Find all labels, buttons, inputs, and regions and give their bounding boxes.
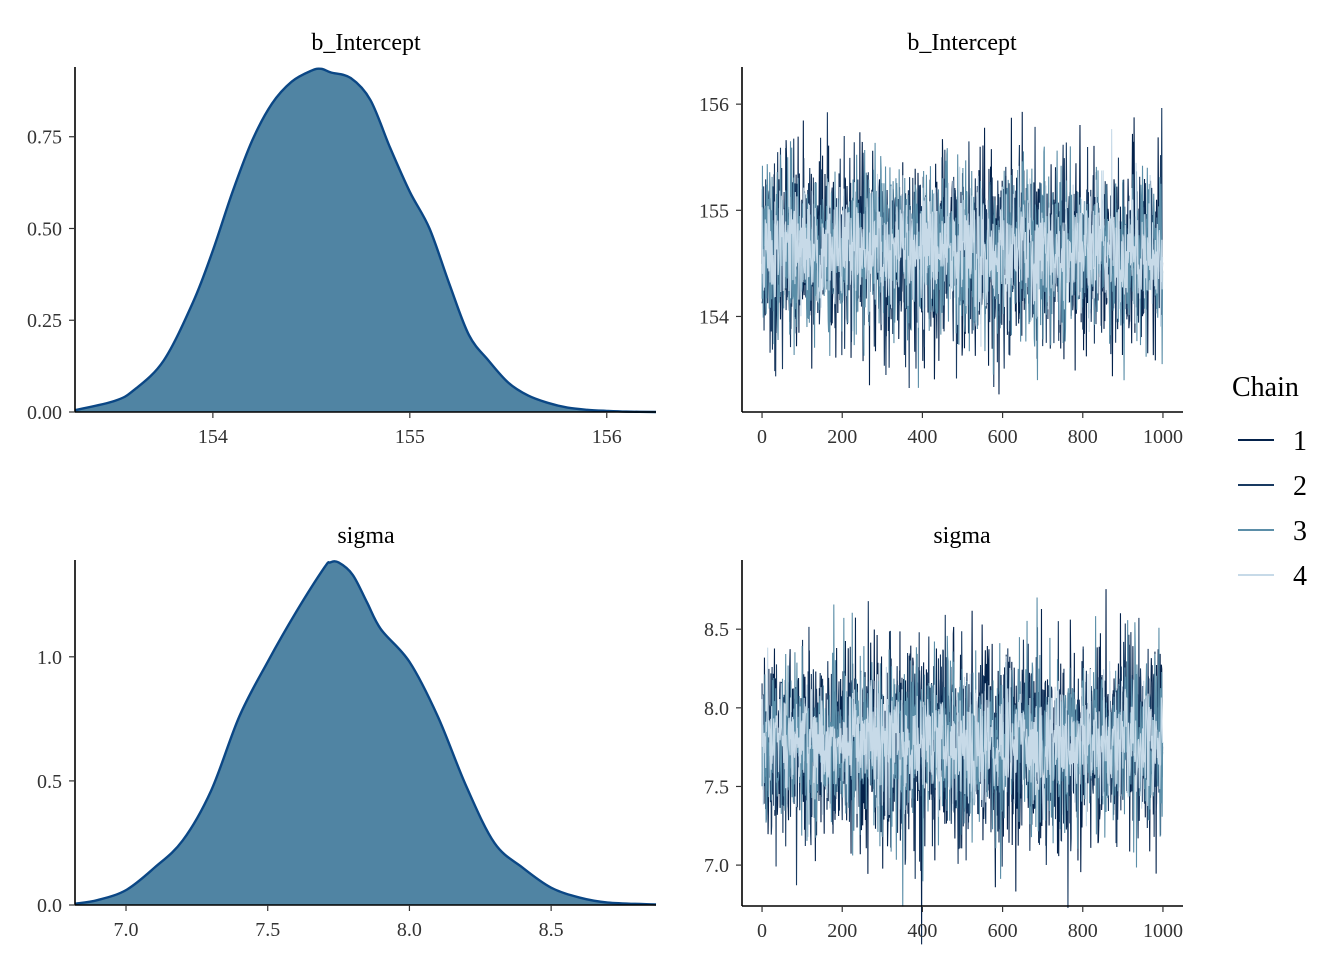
- strip-title: sigma: [337, 523, 395, 549]
- strip-title: b_Intercept: [311, 30, 421, 56]
- x-tick-label: 0: [757, 426, 767, 448]
- x-tick-label: 1000: [1143, 920, 1183, 942]
- legend-label-chain-4: 4: [1293, 561, 1307, 592]
- x-tick-label: 600: [988, 920, 1018, 942]
- y-tick-label: 154: [699, 306, 729, 328]
- y-tick-label: 1.0: [37, 647, 62, 669]
- x-tick-label: 0: [757, 920, 767, 942]
- legend-label-chain-2: 2: [1293, 471, 1307, 502]
- y-tick-label: 0.00: [27, 402, 62, 424]
- y-tick-label: 0.25: [27, 310, 62, 332]
- y-tick-label: 0.0: [37, 895, 62, 917]
- x-tick-label: 200: [827, 426, 857, 448]
- trace-panel-sigma: sigma 0 200 400 600 800 1000 7.0 7.5 8.0 8.5: [704, 523, 1183, 945]
- legend-label-chain-1: 1: [1293, 426, 1307, 457]
- x-tick-label: 800: [1068, 920, 1098, 942]
- x-tick-label: 7.5: [255, 919, 280, 941]
- y-tick-label: 7.5: [704, 776, 729, 798]
- x-tick-label: 400: [907, 920, 937, 942]
- y-tick-label: 156: [699, 94, 729, 116]
- trace-line-chain-3: [761, 597, 1164, 907]
- density-panel-b-intercept: b_Intercept 154 155 156 0.00 0.25 0.50 0.75: [27, 30, 657, 448]
- density-curve: [74, 560, 657, 906]
- density-area: [75, 561, 656, 905]
- x-tick-label: 8.5: [539, 919, 564, 941]
- y-tick-label: 0.50: [27, 218, 62, 240]
- x-tick-label: 800: [1068, 426, 1098, 448]
- x-tick-label: 400: [907, 426, 937, 448]
- y-tick-label: 8.0: [704, 698, 729, 720]
- legend-title: Chain: [1232, 372, 1299, 403]
- trace-line-chain-4: [761, 647, 1164, 837]
- x-tick-label: 156: [592, 426, 622, 448]
- x-tick-label: 1000: [1143, 426, 1183, 448]
- x-tick-label: 7.0: [114, 919, 139, 941]
- density-curve: [74, 67, 657, 414]
- trace-panel-b-intercept: b_Intercept 0 200 400 600 800 1000 154 155 156: [699, 30, 1183, 448]
- y-tick-label: 155: [699, 200, 729, 222]
- x-tick-label: 600: [988, 426, 1018, 448]
- x-tick-label: 8.0: [397, 919, 422, 941]
- y-tick-label: 7.0: [704, 855, 729, 877]
- x-tick-label: 154: [198, 426, 228, 448]
- y-tick-label: 0.5: [37, 771, 62, 793]
- x-tick-label: 155: [395, 426, 425, 448]
- trace-line-chain-4: [761, 129, 1164, 347]
- y-tick-label: 8.5: [704, 619, 729, 641]
- x-tick-label: 200: [827, 920, 857, 942]
- strip-title: sigma: [933, 523, 991, 549]
- density-panel-sigma: sigma 7.0 7.5 8.0 8.5 0.0 0.5 1.0: [37, 523, 657, 941]
- density-area: [75, 68, 656, 412]
- strip-title: b_Intercept: [907, 30, 1017, 56]
- chain-legend: Chain 1 2 3 4: [1232, 372, 1307, 592]
- legend-label-chain-3: 3: [1293, 516, 1307, 547]
- y-tick-label: 0.75: [27, 127, 62, 149]
